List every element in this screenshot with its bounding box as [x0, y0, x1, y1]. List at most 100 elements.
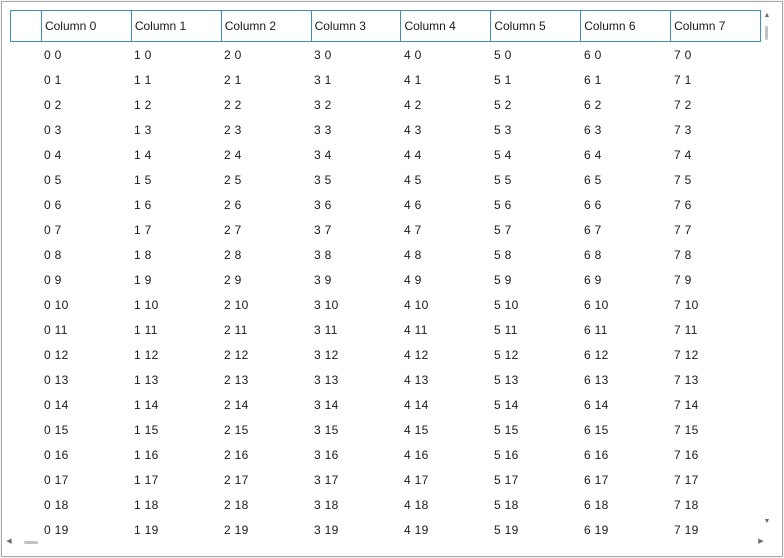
table-cell[interactable]: 0 13: [44, 372, 69, 387]
table-cell[interactable]: 3 3: [314, 122, 332, 137]
table-cell[interactable]: 5 0: [494, 47, 512, 62]
column-header[interactable]: Column 6: [580, 11, 670, 41]
table-cell[interactable]: 2 18: [224, 497, 249, 512]
data-grid[interactable]: Column 0 Column 1 Column 2 Column 3 Colu…: [10, 10, 762, 538]
column-header[interactable]: Column 3: [310, 11, 401, 41]
table-cell[interactable]: 7 1: [674, 72, 692, 87]
table-cell[interactable]: 1 11: [134, 322, 158, 337]
table-row[interactable]: 0 17 1 17 2 17 3 17 4 17 5 17 6 17 7 17: [10, 467, 761, 492]
table-cell[interactable]: 1 19: [134, 522, 159, 537]
table-cell[interactable]: 3 0: [314, 47, 332, 62]
table-cell[interactable]: 6 7: [584, 222, 602, 237]
table-cell[interactable]: 0 2: [44, 97, 62, 112]
table-cell[interactable]: 6 12: [584, 347, 609, 362]
scroll-down-arrow-icon[interactable]: ▼: [763, 518, 771, 525]
table-row[interactable]: 0 10 1 10 2 10 3 10 4 10 5 10 6 10 7 10: [10, 292, 761, 317]
table-cell[interactable]: 7 19: [674, 522, 699, 537]
table-cell[interactable]: 6 0: [584, 47, 602, 62]
table-row[interactable]: 0 3 1 3 2 3 3 3 4 3 5 3 6 3 7 3: [10, 117, 761, 142]
table-cell[interactable]: 4 7: [404, 222, 422, 237]
table-cell[interactable]: 6 18: [584, 497, 609, 512]
horizontal-scrollbar[interactable]: ◀ ▶: [6, 536, 763, 548]
table-cell[interactable]: 5 13: [494, 372, 519, 387]
table-cell[interactable]: 0 11: [44, 322, 68, 337]
table-cell[interactable]: 2 14: [224, 397, 249, 412]
table-cell[interactable]: 2 13: [224, 372, 249, 387]
table-cell[interactable]: 7 12: [674, 347, 699, 362]
table-cell[interactable]: 6 9: [584, 272, 602, 287]
table-cell[interactable]: 1 7: [134, 222, 152, 237]
table-cell[interactable]: 6 3: [584, 122, 602, 137]
table-cell[interactable]: 0 0: [44, 47, 62, 62]
table-row[interactable]: 0 19 1 19 2 19 3 19 4 19 5 19 6 19 7 19: [10, 517, 761, 538]
table-cell[interactable]: 5 17: [494, 472, 519, 487]
table-cell[interactable]: 5 1: [494, 72, 512, 87]
table-cell[interactable]: 2 8: [224, 247, 242, 262]
table-cell[interactable]: 4 14: [404, 397, 429, 412]
table-cell[interactable]: 2 6: [224, 197, 242, 212]
table-row[interactable]: 0 8 1 8 2 8 3 8 4 8 5 8 6 8 7 8: [10, 242, 761, 267]
table-cell[interactable]: 2 10: [224, 297, 249, 312]
table-cell[interactable]: 7 16: [674, 447, 699, 462]
table-cell[interactable]: 7 6: [674, 197, 692, 212]
table-cell[interactable]: 4 1: [404, 72, 422, 87]
table-cell[interactable]: 4 3: [404, 122, 422, 137]
table-cell[interactable]: 4 19: [404, 522, 429, 537]
table-cell[interactable]: 5 18: [494, 497, 519, 512]
table-cell[interactable]: 0 1: [44, 72, 62, 87]
table-cell[interactable]: 5 19: [494, 522, 519, 537]
table-row[interactable]: 0 15 1 15 2 15 3 15 4 15 5 15 6 15 7 15: [10, 417, 761, 442]
table-cell[interactable]: 5 6: [494, 197, 512, 212]
table-row[interactable]: 0 13 1 13 2 13 3 13 4 13 5 13 6 13 7 13: [10, 367, 761, 392]
table-row[interactable]: 0 18 1 18 2 18 3 18 4 18 5 18 6 18 7 18: [10, 492, 761, 517]
table-cell[interactable]: 6 4: [584, 147, 602, 162]
table-cell[interactable]: 7 3: [674, 122, 692, 137]
table-row[interactable]: 0 7 1 7 2 7 3 7 4 7 5 7 6 7 7 7: [10, 217, 761, 242]
table-cell[interactable]: 7 18: [674, 497, 699, 512]
table-row[interactable]: 0 14 1 14 2 14 3 14 4 14 5 14 6 14 7 14: [10, 392, 761, 417]
table-cell[interactable]: 3 7: [314, 222, 332, 237]
table-cell[interactable]: 2 19: [224, 522, 249, 537]
table-cell[interactable]: 0 6: [44, 197, 62, 212]
table-cell[interactable]: 0 8: [44, 247, 62, 262]
table-cell[interactable]: 6 10: [584, 297, 609, 312]
table-cell[interactable]: 7 4: [674, 147, 692, 162]
table-cell[interactable]: 1 3: [134, 122, 152, 137]
table-cell[interactable]: 2 4: [224, 147, 242, 162]
table-cell[interactable]: 1 8: [134, 247, 152, 262]
table-cell[interactable]: 3 11: [314, 322, 338, 337]
table-cell[interactable]: 6 14: [584, 397, 609, 412]
table-cell[interactable]: 5 5: [494, 172, 512, 187]
table-cell[interactable]: 1 9: [134, 272, 152, 287]
table-cell[interactable]: 3 18: [314, 497, 339, 512]
table-cell[interactable]: 2 12: [224, 347, 249, 362]
table-cell[interactable]: 5 9: [494, 272, 512, 287]
table-cell[interactable]: 0 4: [44, 147, 62, 162]
table-cell[interactable]: 2 17: [224, 472, 249, 487]
vertical-scroll-thumb[interactable]: [765, 26, 768, 40]
table-cell[interactable]: 1 5: [134, 172, 152, 187]
table-cell[interactable]: 5 12: [494, 347, 519, 362]
table-cell[interactable]: 4 8: [404, 247, 422, 262]
scroll-left-arrow-icon[interactable]: ◀: [6, 538, 12, 545]
table-cell[interactable]: 3 9: [314, 272, 332, 287]
table-cell[interactable]: 1 12: [134, 347, 159, 362]
table-row[interactable]: 0 4 1 4 2 4 3 4 4 4 5 4 6 4 7 4: [10, 142, 761, 167]
table-row[interactable]: 0 16 1 16 2 16 3 16 4 16 5 16 6 16 7 16: [10, 442, 761, 467]
horizontal-scroll-thumb[interactable]: [24, 541, 38, 544]
table-cell[interactable]: 2 9: [224, 272, 242, 287]
scroll-right-arrow-icon[interactable]: ▶: [758, 538, 764, 545]
table-cell[interactable]: 3 4: [314, 147, 332, 162]
table-cell[interactable]: 5 8: [494, 247, 512, 262]
table-cell[interactable]: 0 18: [44, 497, 69, 512]
table-cell[interactable]: 0 12: [44, 347, 69, 362]
table-cell[interactable]: 5 15: [494, 422, 519, 437]
table-cell[interactable]: 1 13: [134, 372, 159, 387]
table-cell[interactable]: 3 14: [314, 397, 339, 412]
table-cell[interactable]: 2 3: [224, 122, 242, 137]
table-cell[interactable]: 4 17: [404, 472, 429, 487]
table-cell[interactable]: 0 5: [44, 172, 62, 187]
table-cell[interactable]: 3 6: [314, 197, 332, 212]
table-cell[interactable]: 1 4: [134, 147, 152, 162]
table-cell[interactable]: 4 11: [404, 322, 428, 337]
